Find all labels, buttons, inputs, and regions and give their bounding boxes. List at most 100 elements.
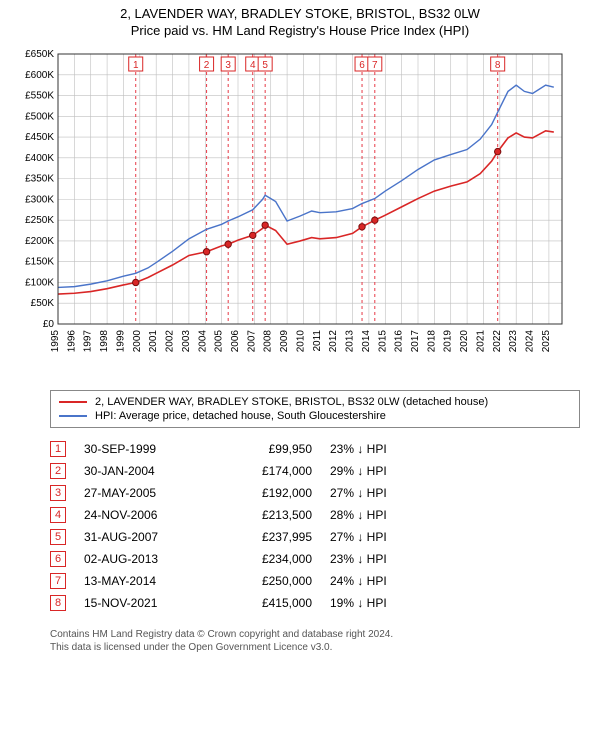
transaction-price: £213,500	[222, 508, 312, 522]
transaction-pct: 23% ↓ HPI	[330, 442, 430, 456]
transaction-row: 1 30-SEP-1999 £99,950 23% ↓ HPI	[50, 438, 580, 460]
svg-text:2024: 2024	[525, 330, 536, 353]
transaction-date: 31-AUG-2007	[84, 530, 204, 544]
svg-text:4: 4	[250, 60, 256, 71]
svg-text:£500K: £500K	[25, 111, 54, 122]
svg-text:2018: 2018	[426, 330, 437, 353]
transaction-row: 6 02-AUG-2013 £234,000 23% ↓ HPI	[50, 548, 580, 570]
svg-text:1996: 1996	[66, 330, 77, 353]
transaction-number: 5	[50, 529, 66, 545]
svg-text:£100K: £100K	[25, 277, 54, 288]
svg-text:1997: 1997	[83, 330, 94, 353]
svg-text:2015: 2015	[377, 330, 388, 353]
transaction-row: 531-AUG-2007£237,99527% ↓ HPI	[50, 526, 580, 548]
transaction-pct: 19% ↓ HPI	[330, 596, 430, 610]
legend-row: 2, LAVENDER WAY, BRADLEY STOKE, BRISTOL,…	[59, 395, 571, 409]
transaction-number: 1	[50, 441, 66, 457]
transaction-number: 8	[50, 595, 66, 611]
transaction-number: 6	[50, 551, 66, 567]
svg-text:2020: 2020	[459, 330, 470, 353]
svg-text:2025: 2025	[541, 330, 552, 353]
svg-text:£150K: £150K	[25, 257, 54, 268]
svg-text:2014: 2014	[361, 330, 372, 353]
disclaimer: Contains HM Land Registry data © Crown c…	[50, 628, 580, 654]
transaction-date: 30-SEP-1999	[84, 442, 204, 456]
transaction-number: 2	[50, 463, 66, 479]
transaction-date: 30-JAN-2004	[84, 464, 204, 478]
svg-text:7: 7	[372, 60, 378, 71]
svg-text:2008: 2008	[263, 330, 274, 353]
svg-text:2003: 2003	[181, 330, 192, 353]
transactions-table: 1 30-SEP-1999 £99,950 23% ↓ HPI 2 30-JAN-2004…	[50, 438, 580, 614]
svg-text:2001: 2001	[148, 330, 159, 353]
transaction-date: 13-MAY-2014	[84, 574, 204, 588]
page: 2, LAVENDER WAY, BRADLEY STOKE, BRISTOL,…	[0, 0, 600, 654]
svg-text:£250K: £250K	[25, 215, 54, 226]
legend: 2, LAVENDER WAY, BRADLEY STOKE, BRISTOL,…	[50, 390, 580, 428]
svg-text:1: 1	[133, 60, 139, 71]
svg-text:2007: 2007	[246, 330, 257, 353]
svg-text:8: 8	[495, 60, 501, 71]
legend-row: HPI: Average price, detached house, Sout…	[59, 409, 571, 423]
transaction-number: 3	[50, 485, 66, 501]
svg-text:1999: 1999	[115, 330, 126, 353]
svg-text:1998: 1998	[99, 330, 110, 353]
transaction-number: 4	[50, 507, 66, 523]
svg-text:£400K: £400K	[25, 153, 54, 164]
chart-svg: £0 £50K £100K £150K £200K £250K £300K £350K £400…	[10, 44, 570, 384]
transaction-pct: 24% ↓ HPI	[330, 574, 430, 588]
svg-text:2010: 2010	[295, 330, 306, 353]
svg-text:2022: 2022	[492, 330, 503, 353]
svg-text:£350K: £350K	[25, 174, 54, 185]
transaction-date: 15-NOV-2021	[84, 596, 204, 610]
transaction-price: £250,000	[222, 574, 312, 588]
svg-text:£600K: £600K	[25, 70, 54, 81]
transaction-pct: 28% ↓ HPI	[330, 508, 430, 522]
svg-text:2013: 2013	[345, 330, 356, 353]
transaction-row: 713-MAY-2014£250,00024% ↓ HPI	[50, 570, 580, 592]
svg-text:£450K: £450K	[25, 132, 54, 143]
transaction-price: £234,000	[222, 552, 312, 566]
svg-text:2004: 2004	[197, 330, 208, 353]
title-subtitle: Price paid vs. HM Land Registry's House …	[10, 23, 590, 38]
svg-text:2009: 2009	[279, 330, 290, 353]
transaction-pct: 23% ↓ HPI	[330, 552, 430, 566]
transaction-row: 424-NOV-2006£213,50028% ↓ HPI	[50, 504, 580, 526]
title-block: 2, LAVENDER WAY, BRADLEY STOKE, BRISTOL,…	[0, 0, 600, 40]
svg-text:2021: 2021	[475, 330, 486, 353]
svg-text:£0: £0	[43, 319, 55, 330]
transaction-pct: 27% ↓ HPI	[330, 486, 430, 500]
svg-text:£300K: £300K	[25, 194, 54, 205]
svg-text:2006: 2006	[230, 330, 241, 353]
transaction-row: 8 15-NOV-2021 £415,000 19% ↓ HPI	[50, 592, 580, 614]
transaction-date: 02-AUG-2013	[84, 552, 204, 566]
transaction-price: £192,000	[222, 486, 312, 500]
transaction-date: 27-MAY-2005	[84, 486, 204, 500]
transaction-price: £237,995	[222, 530, 312, 544]
disclaimer-line2: This data is licensed under the Open Gov…	[50, 641, 580, 654]
svg-text:2012: 2012	[328, 330, 339, 353]
svg-text:£550K: £550K	[25, 91, 54, 102]
transaction-price: £99,950	[222, 442, 312, 456]
svg-text:£650K: £650K	[25, 49, 54, 60]
svg-text:2017: 2017	[410, 330, 421, 353]
legend-swatch	[59, 415, 87, 417]
svg-text:6: 6	[359, 60, 365, 71]
svg-text:2023: 2023	[508, 330, 519, 353]
svg-text:1995: 1995	[50, 330, 61, 353]
svg-text:2: 2	[204, 60, 210, 71]
svg-text:£200K: £200K	[25, 236, 54, 247]
disclaimer-line1: Contains HM Land Registry data © Crown c…	[50, 628, 580, 641]
svg-text:£50K: £50K	[31, 298, 55, 309]
transaction-pct: 29% ↓ HPI	[330, 464, 430, 478]
transaction-row: 230-JAN-2004£174,00029% ↓ HPI	[50, 460, 580, 482]
svg-text:2002: 2002	[165, 330, 176, 353]
svg-text:2016: 2016	[394, 330, 405, 353]
svg-text:5: 5	[262, 60, 268, 71]
svg-text:2011: 2011	[312, 330, 323, 352]
transaction-price: £415,000	[222, 596, 312, 610]
svg-text:2000: 2000	[132, 330, 143, 353]
legend-label: HPI: Average price, detached house, Sout…	[95, 410, 386, 422]
svg-text:2019: 2019	[443, 330, 454, 353]
chart: £0 £50K £100K £150K £200K £250K £300K £350K £400…	[10, 44, 590, 384]
